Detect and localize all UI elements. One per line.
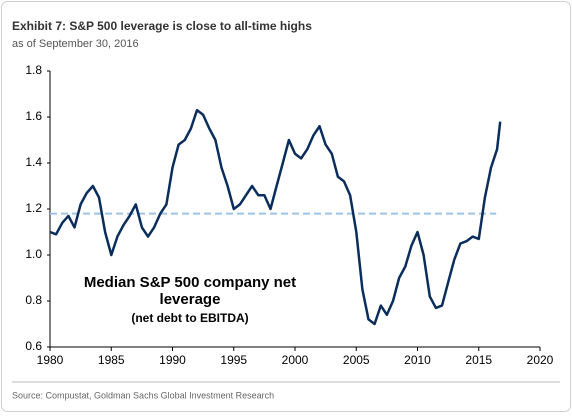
y-tick-label: 1.0 — [25, 247, 42, 261]
y-tick-label: 0.6 — [25, 339, 42, 353]
annotation: leverage — [160, 291, 221, 308]
y-tick-label: 1.2 — [25, 201, 42, 215]
annotation: Median S&P 500 company net — [84, 274, 296, 291]
x-tick-label: 2005 — [343, 353, 370, 367]
x-tick-label: 1980 — [37, 353, 64, 367]
frame — [1, 1, 571, 412]
chart-subtitle: as of September 30, 2016 — [12, 38, 139, 50]
y-tick-label: 1.8 — [25, 63, 42, 77]
x-tick-label: 2020 — [527, 353, 554, 367]
x-tick-label: 1990 — [159, 353, 186, 367]
y-tick-label: 1.6 — [25, 109, 42, 123]
chart-title: Exhibit 7: S&P 500 leverage is close to … — [12, 19, 312, 33]
annotation: (net debt to EBITDA) — [131, 311, 248, 325]
data-line — [49, 108, 502, 326]
x-tick-label: 2015 — [465, 353, 492, 367]
y-tick-label: 1.4 — [25, 155, 42, 169]
x-tick-label: 2000 — [282, 353, 309, 367]
source: Source: Compustat, Goldman Sachs Global … — [12, 390, 274, 400]
x-tick-label: 1985 — [98, 353, 125, 367]
x-tick-label: 2010 — [404, 353, 431, 367]
x-tick-label: 1995 — [220, 353, 247, 367]
y-tick-label: 0.8 — [25, 293, 42, 307]
